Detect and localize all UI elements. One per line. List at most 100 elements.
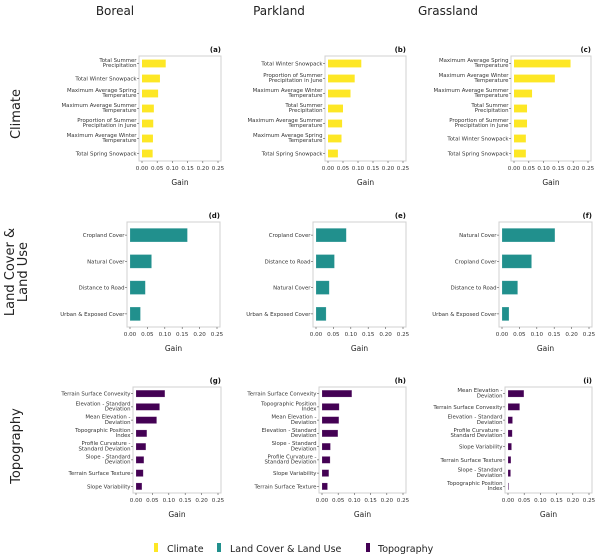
xtick-label: 0.05: [327, 332, 340, 338]
xtick-label: 0.05: [146, 498, 159, 504]
xtick-label: 0.05: [141, 332, 154, 338]
ytick-label: Total Spring Snowpack: [261, 152, 324, 158]
xtick-label: 0.25: [397, 166, 410, 172]
bar: [501, 280, 518, 295]
bar: [514, 104, 528, 113]
x-axis-label: Gain: [540, 510, 557, 519]
x-axis-label: Gain: [351, 344, 368, 353]
column-title-boreal: Boreal: [96, 4, 134, 18]
xtick-label: 0.25: [583, 332, 596, 338]
plot-frame: [132, 386, 222, 494]
ytick-label: Cropland Cover: [455, 259, 498, 265]
column-title-grassland: Grassland: [418, 4, 478, 18]
legend-label-land-cover: Land Cover & Land Use: [230, 544, 342, 555]
panel-d: (d) Cropland Cover Natural Cover Distance t…: [60, 212, 223, 353]
bar: [142, 104, 154, 113]
panel-c: (c) Maximum Average Spring Temperature Maxi…: [434, 46, 595, 187]
bar: [328, 59, 362, 68]
xtick-label: 0.10: [159, 332, 172, 338]
ytick-label: Topographic Position Index: [446, 481, 503, 492]
ytick-label: Terrain Surface Texture: [68, 471, 132, 477]
ytick-label: Elevation - Standard Deviation: [76, 401, 131, 412]
bar: [507, 482, 509, 491]
xtick-label: 0.05: [518, 498, 531, 504]
ytick-label: Distance to Road: [79, 286, 125, 292]
bar: [507, 416, 513, 424]
ytick-label: Maximum Average Spring Temperature: [67, 88, 137, 99]
ytick-label: Maximum Average Summer Temperature: [62, 103, 138, 114]
ytick-label: Terrain Surface Texture: [440, 458, 504, 464]
plot-frame: [318, 386, 407, 494]
bar: [321, 416, 340, 424]
ytick-label: Maximum Average Winter Temperature: [67, 133, 138, 144]
xtick-label: 0.20: [567, 166, 580, 172]
ytick-label: Maximum Average Summer Temperature: [434, 88, 510, 99]
ytick-label: Elevation - Standard Deviation: [262, 428, 317, 439]
bar: [507, 469, 511, 477]
bar: [142, 119, 154, 128]
ytick-label: Terrain Surface Convexity: [60, 392, 131, 398]
row-title-climate: Climate: [9, 89, 24, 139]
panel-i: (i) Mean Elevation -Deviation Terrain Surf…: [432, 377, 595, 519]
ytick-label: Total Summer Precipitation: [98, 58, 137, 69]
bar: [514, 89, 533, 98]
xtick-label: 0.20: [197, 166, 210, 172]
row-title-land-cover-line1: Land Cover &: [3, 228, 18, 316]
xtick-label: 0.10: [531, 332, 544, 338]
bar: [501, 306, 510, 321]
bar: [328, 89, 351, 98]
ytick-label: Total Summer Precipitation: [284, 103, 323, 114]
xtick-label: 0.20: [195, 498, 208, 504]
bar: [328, 119, 343, 128]
xtick-label: 0.25: [397, 332, 410, 338]
bar: [514, 74, 555, 83]
bar: [129, 228, 188, 243]
ytick-label: Natural Cover: [273, 286, 311, 292]
panel-h: (h) Terrain Surface Convexity Topographic …: [246, 377, 409, 519]
bar: [129, 306, 141, 321]
ytick-label: Terrain Surface Convexity: [246, 392, 317, 398]
bar: [135, 469, 144, 477]
xtick-label: 0.00: [508, 166, 521, 172]
bar: [321, 403, 340, 411]
x-axis-label: Gain: [165, 344, 182, 353]
panel-letter: (c): [580, 46, 591, 54]
panel-f: (f) Natural Cover Cropland Cover Distance t…: [432, 212, 595, 353]
legend-swatch-land-cover: [217, 543, 221, 552]
ytick-label: Topographic Position Index: [260, 401, 317, 412]
x-axis-label: Gain: [354, 510, 371, 519]
bar: [135, 442, 147, 451]
ytick-label: Slope Variability: [459, 445, 503, 451]
xtick-label: 0.05: [513, 332, 526, 338]
panel-e: (e) Cropland Cover Distance to Road Natural…: [246, 212, 409, 353]
ytick-label: Total Winter Snowpack: [446, 137, 509, 143]
panel-letter: (b): [395, 46, 406, 54]
ytick-label: Total Spring Snowpack: [447, 152, 510, 158]
legend-label-climate: Climate: [167, 544, 204, 555]
bar: [321, 456, 331, 464]
xtick-label: 0.20: [382, 166, 395, 172]
xtick-label: 0.00: [322, 166, 335, 172]
xtick-label: 0.25: [582, 166, 595, 172]
bar: [514, 134, 526, 143]
bar: [514, 149, 526, 158]
xtick-label: 0.25: [211, 332, 224, 338]
panel-b: (b) Total Winter Snowpack Proportion of Su…: [248, 46, 410, 187]
x-axis-label: Gain: [357, 178, 374, 187]
xtick-label: 0.20: [565, 332, 578, 338]
bar: [507, 389, 525, 398]
ytick-label: Cropland Cover: [83, 233, 126, 239]
bar: [135, 456, 145, 464]
plot-frame: [504, 386, 593, 494]
xtick-label: 0.00: [316, 498, 329, 504]
x-axis-label: Gain: [537, 344, 554, 353]
ytick-label: Maximum Average Summer Temperature: [248, 118, 324, 129]
ytick-label: Topographic Position Index: [74, 428, 131, 439]
xtick-label: 0.25: [397, 498, 410, 504]
ytick-label: Proportion of Summer Precipitation in Jun…: [263, 73, 323, 84]
xtick-label: 0.05: [332, 498, 345, 504]
bar: [507, 456, 512, 464]
x-axis-label: Gain: [168, 510, 185, 519]
bar: [142, 74, 160, 83]
